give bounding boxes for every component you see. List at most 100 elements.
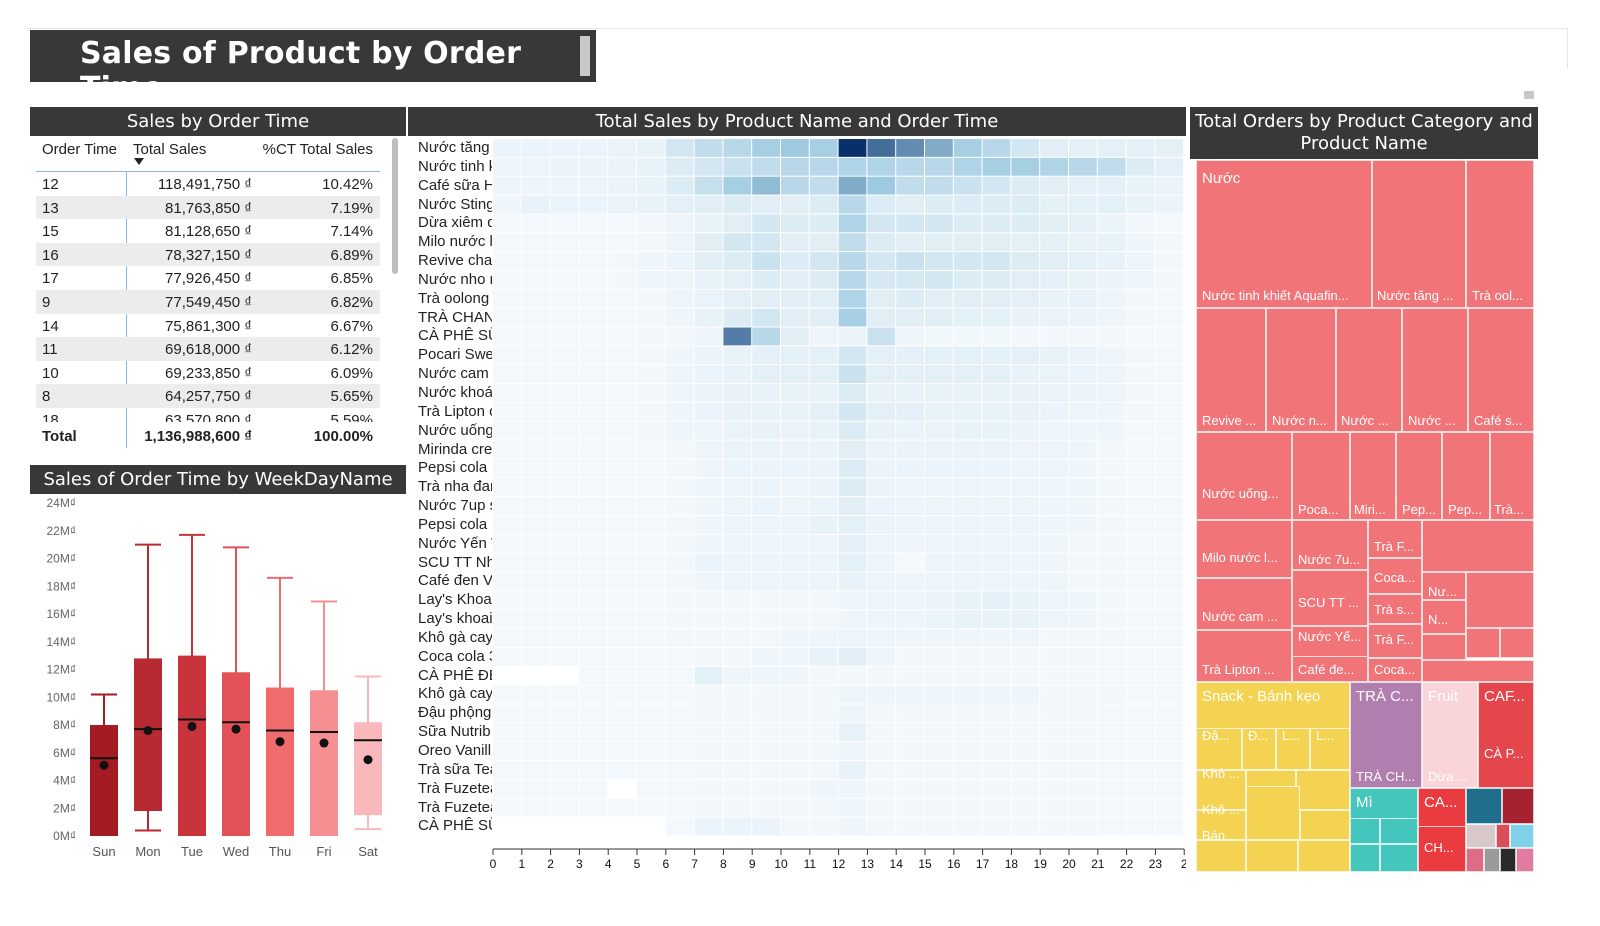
table-row[interactable]: 14 75,861,300 ₫ 6.67% — [36, 314, 380, 338]
treemap-tile[interactable] — [1368, 624, 1422, 658]
treemap-tile[interactable] — [1246, 786, 1300, 840]
treemap-tile[interactable] — [1196, 728, 1242, 770]
treemap-tile[interactable] — [1380, 818, 1418, 844]
heatmap-cell — [838, 365, 867, 384]
treemap-tile[interactable] — [1368, 558, 1422, 594]
treemap-tile[interactable] — [1350, 682, 1422, 788]
heatmap-cell — [781, 516, 809, 534]
table-row[interactable]: 8 64,257,750 ₫ 5.65% — [36, 384, 380, 408]
heatmap-cell — [925, 761, 953, 779]
table-row[interactable]: 17 77,926,450 ₫ 6.85% — [36, 266, 380, 290]
treemap-tile[interactable] — [1292, 570, 1368, 626]
treemap-tile[interactable] — [1466, 848, 1484, 872]
treemap-tile[interactable] — [1466, 160, 1534, 308]
treemap-tile[interactable] — [1468, 308, 1534, 432]
heatmap-cell — [896, 497, 924, 515]
treemap-tile[interactable] — [1350, 818, 1380, 844]
treemap-tile[interactable] — [1500, 628, 1534, 658]
treemap-tile[interactable] — [1422, 520, 1534, 572]
heatmap-cell — [1126, 270, 1155, 289]
table-row[interactable]: 10 69,233,850 ₫ 6.09% — [36, 361, 380, 385]
treemap-tile[interactable] — [1396, 432, 1442, 520]
heatmap-cell — [1040, 685, 1068, 704]
visual-options-icon[interactable] — [1524, 91, 1534, 99]
treemap-tile[interactable] — [1422, 660, 1534, 682]
treemap-tile[interactable] — [1466, 572, 1534, 628]
treemap-tile[interactable] — [1372, 160, 1466, 308]
treemap-tile[interactable] — [1502, 788, 1534, 824]
heatmap-cell — [723, 666, 752, 685]
table-row[interactable]: 11 69,618,000 ₫ 6.12% — [36, 337, 380, 361]
treemap-tile[interactable] — [1500, 848, 1516, 872]
treemap-tile[interactable] — [1196, 840, 1246, 872]
heatmap-cell — [953, 629, 982, 647]
treemap-tile[interactable] — [1196, 770, 1246, 810]
table-scrollbar[interactable] — [392, 138, 398, 274]
treemap-tile[interactable] — [1292, 656, 1368, 682]
heatmap-cell — [982, 346, 1011, 365]
treemap-tile[interactable] — [1484, 848, 1500, 872]
treemap-tile[interactable] — [1196, 520, 1292, 578]
heatmap-cell — [809, 817, 838, 836]
treemap-tile[interactable] — [1422, 572, 1466, 600]
treemap-tile[interactable] — [1368, 658, 1422, 682]
treemap-tile[interactable] — [1422, 682, 1478, 788]
table-row[interactable]: 12 118,491,750 ₫ 10.42% — [36, 172, 380, 196]
treemap-tile[interactable] — [1300, 810, 1350, 840]
treemap-tile[interactable] — [1310, 728, 1350, 770]
treemap-tile[interactable] — [1478, 682, 1534, 788]
treemap-tile[interactable] — [1266, 308, 1336, 432]
treemap-tile[interactable] — [1336, 308, 1402, 432]
treemap-tile[interactable] — [1296, 770, 1350, 810]
table-row[interactable]: 16 78,327,150 ₫ 6.89% — [36, 242, 380, 267]
treemap-tile[interactable] — [1350, 844, 1380, 872]
treemap-tile[interactable] — [1350, 432, 1396, 520]
table-row[interactable]: 13 81,763,850 ₫ 7.19% — [36, 195, 380, 220]
treemap-tile-label: CH... — [1424, 840, 1454, 855]
treemap-tile[interactable] — [1298, 840, 1350, 872]
treemap-tile[interactable] — [1242, 728, 1276, 770]
treemap-tile[interactable] — [1510, 824, 1534, 848]
treemap-tile[interactable] — [1466, 788, 1502, 824]
heatmap-cell — [781, 610, 809, 629]
treemap-tile[interactable] — [1466, 628, 1500, 658]
treemap-tile[interactable] — [1496, 824, 1510, 848]
treemap-tile[interactable] — [1196, 308, 1266, 432]
table-row[interactable]: 9 77,549,450 ₫ 6.82% — [36, 289, 380, 314]
column-total-sales[interactable]: Total Sales — [133, 141, 207, 158]
treemap-tile[interactable] — [1418, 826, 1466, 872]
treemap-tile[interactable] — [1276, 728, 1310, 770]
treemap-tile[interactable] — [1196, 810, 1246, 840]
treemap-tile[interactable] — [1422, 634, 1466, 660]
sort-descending-icon[interactable] — [134, 158, 144, 165]
treemap-tile-label: Nước cam ... — [1202, 609, 1278, 624]
heatmap-cell — [493, 384, 521, 402]
treemap-tile[interactable] — [1466, 824, 1496, 848]
treemap-tile[interactable] — [1292, 520, 1368, 570]
treemap-tile[interactable] — [1368, 594, 1422, 624]
treemap-tile[interactable] — [1196, 432, 1292, 520]
column-order-time[interactable]: Order Time — [42, 141, 118, 158]
column-pct-total-sales[interactable]: %CT Total Sales — [262, 141, 373, 158]
treemap-tile[interactable] — [1516, 848, 1534, 872]
treemap-tile[interactable] — [1368, 520, 1422, 558]
treemap-tile[interactable] — [1196, 630, 1292, 682]
title-bar: Sales of Product by Order Time — [30, 30, 596, 106]
table-row[interactable]: 18 63,570,800 ₫ 5.59% — [36, 408, 380, 422]
treemap-tile[interactable] — [1490, 432, 1534, 520]
treemap-tile[interactable] — [1380, 844, 1418, 872]
heatmap-cell — [665, 421, 694, 440]
treemap-tile[interactable] — [1246, 840, 1298, 872]
heatmap-cell — [1155, 534, 1184, 553]
treemap-tile[interactable] — [1196, 578, 1292, 630]
heatmap-cell — [1040, 402, 1068, 421]
treemap-tile[interactable] — [1442, 432, 1490, 520]
heatmap-cell — [953, 346, 982, 365]
heatmap-cell — [1069, 270, 1097, 289]
treemap-tile[interactable] — [1422, 600, 1466, 634]
treemap-tile[interactable] — [1402, 308, 1468, 432]
table-row[interactable]: 15 81,128,650 ₫ 7.14% — [36, 219, 380, 243]
treemap-tile[interactable] — [1196, 160, 1372, 308]
treemap-tile[interactable] — [1292, 432, 1350, 520]
heatmap-cell — [637, 534, 665, 553]
